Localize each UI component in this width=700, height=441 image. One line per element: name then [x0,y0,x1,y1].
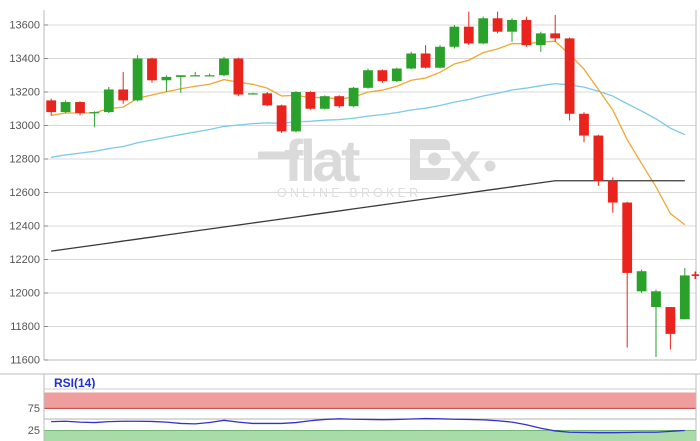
svg-text:ONLINE BROKER: ONLINE BROKER [277,186,421,200]
svg-text:13000: 13000 [9,120,40,132]
svg-text:+: + [691,267,700,284]
svg-text:12800: 12800 [9,154,40,166]
svg-text:x: x [450,130,481,193]
svg-text:RSI(14): RSI(14) [54,376,95,390]
svg-text:flat: flat [284,129,360,194]
svg-text:12400: 12400 [9,221,40,233]
svg-text:13400: 13400 [9,53,40,65]
svg-text:11800: 11800 [10,321,40,333]
svg-text:11600: 11600 [10,355,40,367]
svg-text:13600: 13600 [9,20,40,32]
svg-text:12000: 12000 [9,288,40,300]
svg-text:25: 25 [28,425,40,437]
svg-text:13200: 13200 [9,87,40,99]
svg-text:12200: 12200 [9,254,40,266]
svg-text:75: 75 [28,403,40,415]
svg-text:12600: 12600 [9,187,40,199]
